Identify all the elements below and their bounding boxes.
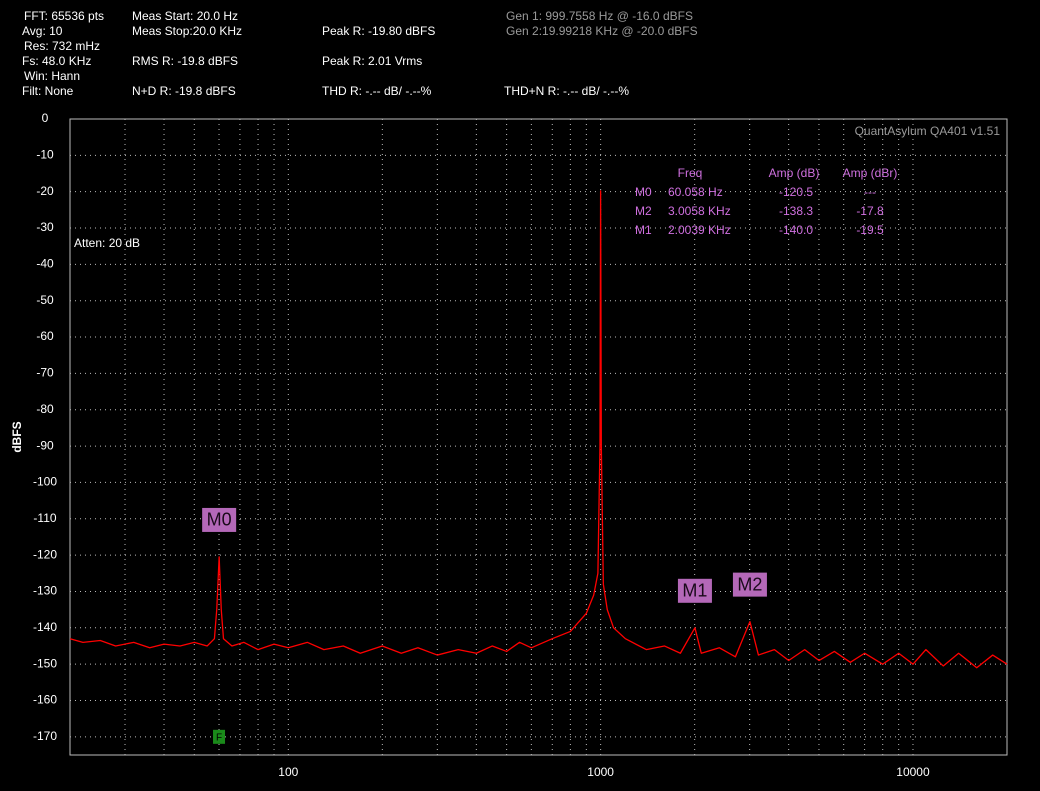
y-tick-label: -60	[36, 329, 54, 343]
status: Meas Start: 20.0 Hz	[132, 9, 238, 23]
marker-box	[677, 578, 712, 603]
y-tick-label: 0	[42, 111, 49, 125]
status: N+D R: -19.8 dBFS	[132, 84, 236, 98]
fundamental-marker: F	[213, 729, 226, 744]
y-tick-label: -30	[36, 220, 54, 234]
status: Peak R: -19.80 dBFS	[322, 24, 435, 38]
y-tick-label: -150	[33, 656, 57, 670]
marker: M2	[732, 572, 767, 597]
y-tick-label: -40	[36, 257, 54, 271]
table-cell: M1	[635, 223, 652, 237]
status: Fs: 48.0 KHz	[22, 54, 91, 68]
marker-label: M2	[737, 574, 762, 594]
fundamental-box	[213, 729, 226, 744]
y-tick-label: -120	[33, 547, 57, 561]
x-tick-label: 10000	[896, 765, 930, 779]
y-tick-label: -20	[36, 184, 54, 198]
y-tick-label: -160	[33, 693, 57, 707]
status: THD+N R: -.-- dB/ -.--%	[504, 84, 629, 98]
y-tick-label: -50	[36, 293, 54, 307]
y-tick-label: -10	[36, 148, 54, 162]
y-tick-label: -90	[36, 438, 54, 452]
table-header: Freq	[678, 166, 703, 180]
x-tick-label: 1000	[587, 765, 614, 779]
y-tick-label: -100	[33, 475, 57, 489]
status: THD R: -.-- dB/ -.--%	[322, 84, 432, 98]
status: Res: 732 mHz	[24, 39, 100, 53]
table-cell: -19.5	[856, 223, 884, 237]
y-tick-label: -110	[33, 511, 56, 525]
plot-frame	[69, 118, 1008, 756]
status: RMS R: -19.8 dBFS	[132, 54, 238, 68]
status: Avg: 10	[22, 24, 63, 38]
status: Gen 2:19.99218 KHz @ -20.0 dBFS	[506, 24, 698, 38]
table-cell: 3.0058 KHz	[668, 204, 731, 218]
table-cell: -17.8	[856, 204, 884, 218]
table-header: Amp (dB)	[769, 166, 820, 180]
fundamental-label: F	[216, 732, 222, 743]
status: Win: Hann	[24, 69, 80, 83]
table-cell: ---	[864, 185, 876, 199]
table-cell: -120.5	[779, 185, 813, 199]
y-axis-label: dBFS	[10, 421, 24, 452]
status: Gen 1: 999.7558 Hz @ -16.0 dBFS	[506, 9, 693, 23]
marker-label: M0	[207, 510, 232, 530]
y-tick-label: -140	[33, 620, 57, 634]
marker-box	[732, 572, 767, 597]
marker-box	[202, 507, 237, 532]
table-header: Amp (dBr)	[843, 166, 898, 180]
status: Filt: None	[22, 84, 74, 98]
watermark: QuantAsylum QA401 v1.51	[855, 124, 1001, 138]
marker: M0	[202, 507, 237, 532]
table-cell: -138.3	[779, 204, 813, 218]
table-cell: -140.0	[779, 223, 813, 237]
table-cell: 60.058 Hz	[668, 185, 723, 199]
marker: M1	[677, 578, 712, 603]
table-cell: M0	[635, 185, 652, 199]
annotation: Atten: 20 dB	[74, 236, 140, 250]
table-cell: 2.0039 KHz	[668, 223, 731, 237]
table-cell: M2	[635, 204, 652, 218]
marker-label: M1	[682, 581, 707, 601]
status: Meas Stop:20.0 KHz	[132, 24, 242, 38]
y-tick-label: -70	[36, 366, 54, 380]
status: FFT: 65536 pts	[24, 9, 104, 23]
y-tick-label: -130	[33, 584, 57, 598]
spectrum-trace	[69, 190, 1008, 669]
y-tick-label: -170	[33, 729, 57, 743]
status: Peak R: 2.01 Vrms	[322, 54, 422, 68]
y-tick-label: -80	[36, 402, 54, 416]
x-tick-label: 100	[278, 765, 298, 779]
